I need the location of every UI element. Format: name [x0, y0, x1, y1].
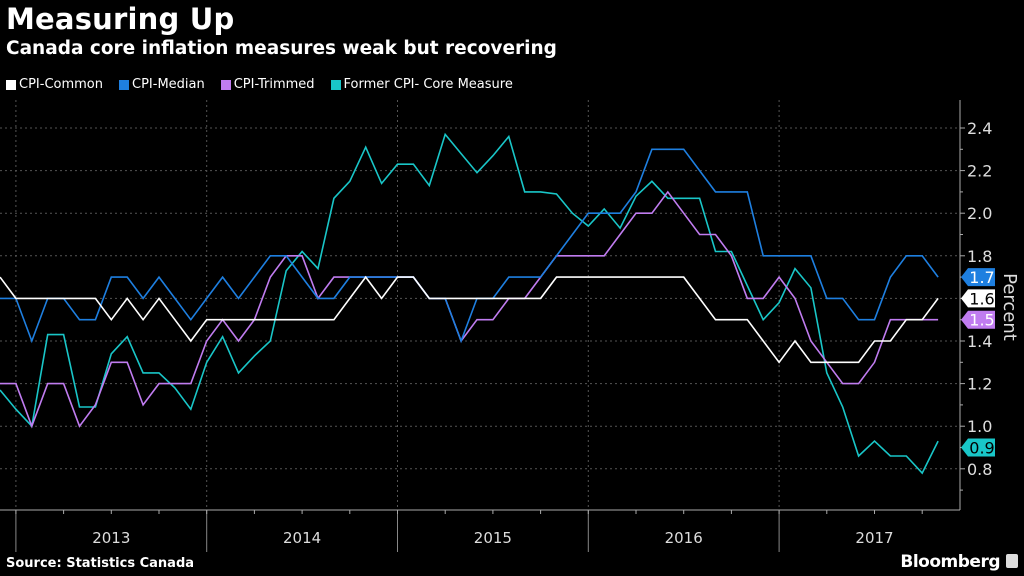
end-value-tag [961, 310, 995, 329]
legend-swatch [119, 79, 129, 90]
legend-item-cpi-common: CPI-Common [6, 77, 103, 92]
series-line-cpi-trimmed [0, 190, 939, 429]
end-value-tag [961, 438, 995, 457]
y-tick-label: 0.8 [967, 460, 992, 479]
legend-label: CPI-Common [19, 77, 103, 92]
legend: CPI-Common CPI-Median CPI-Trimmed Former… [6, 77, 513, 92]
legend-swatch [330, 79, 341, 90]
end-value-label: 1.6 [969, 289, 994, 308]
series-line-cpi-median [0, 148, 939, 344]
series-line-cpi-common [0, 275, 939, 364]
end-value-label: 1.5 [969, 311, 994, 330]
y-tick-label: 2.0 [967, 204, 992, 223]
legend-item-former-core: Former CPI- Core Measure [330, 77, 513, 92]
y-tick-label: 1.4 [967, 332, 992, 351]
x-tick-label: 2015 [474, 529, 512, 547]
chart-title: Measuring Up [6, 2, 235, 36]
source-note: Source: Statistics Canada [6, 556, 195, 571]
chart-badge-icon [1006, 554, 1018, 568]
chart-subtitle: Canada core inflation measures weak but … [6, 38, 557, 59]
series-line-former-cpi-core-measure [0, 132, 939, 475]
legend-swatch [6, 79, 16, 90]
y-tick-label: 1.0 [967, 417, 992, 436]
x-tick-label: 2016 [665, 529, 703, 547]
legend-label: CPI-Trimmed [233, 77, 315, 92]
y-axis-label: Percent [999, 273, 1020, 341]
legend-label: Former CPI- Core Measure [343, 77, 513, 92]
legend-item-cpi-trimmed: CPI-Trimmed [220, 77, 315, 92]
y-tick-label: 1.2 [967, 375, 992, 394]
end-value-tag [961, 268, 995, 287]
end-value-label: 0.9 [969, 439, 994, 458]
x-tick-label: 2014 [283, 529, 321, 547]
end-value-label: 1.7 [969, 268, 994, 287]
x-tick-label: 2017 [855, 529, 893, 547]
legend-item-cpi-median: CPI-Median [119, 77, 205, 92]
legend-swatch [220, 79, 231, 90]
y-tick-label: 2.2 [967, 162, 992, 181]
y-tick-label: 2.4 [967, 119, 992, 138]
y-tick-label: 1.8 [967, 247, 992, 266]
legend-label: CPI-Median [132, 77, 205, 92]
bloomberg-logo: Bloomberg [900, 552, 1000, 572]
end-value-tag [961, 289, 995, 308]
x-tick-label: 2013 [92, 529, 130, 547]
